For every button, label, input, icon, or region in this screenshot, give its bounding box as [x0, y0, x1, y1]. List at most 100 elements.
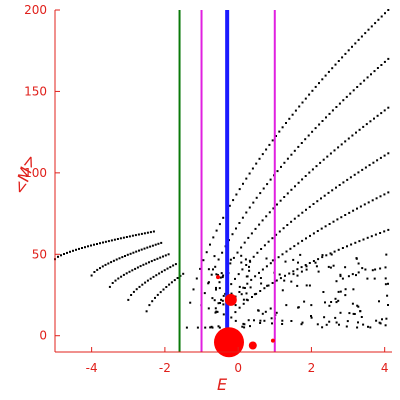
data-point: [297, 306, 300, 309]
data-point: [316, 323, 319, 326]
data-point: [154, 243, 157, 246]
data-point: [159, 256, 162, 259]
data-point: [154, 296, 156, 299]
data-point: [215, 273, 218, 276]
data-point: [207, 281, 210, 284]
data-point: [351, 302, 354, 305]
data-point: [234, 311, 237, 314]
data-point: [380, 64, 383, 66]
data-point: [166, 267, 169, 270]
data-point: [311, 89, 314, 92]
data-point: [371, 269, 374, 272]
data-point: [258, 157, 261, 160]
data-point: [140, 232, 143, 235]
data-point: [344, 52, 347, 55]
data-point: [107, 240, 110, 243]
data-point: [387, 57, 390, 60]
data-point: [271, 322, 273, 325]
data-point: [263, 287, 266, 290]
data-point: [383, 193, 386, 196]
marker-blob: [270, 338, 275, 343]
data-point: [341, 56, 344, 59]
x-tick-label: -4: [86, 361, 98, 375]
data-point: [300, 323, 303, 326]
data-point: [375, 319, 378, 322]
data-point: [253, 293, 256, 296]
data-point: [214, 311, 217, 314]
data-point: [254, 275, 257, 278]
data-point: [261, 312, 264, 315]
data-point: [325, 254, 328, 257]
data-point: [205, 251, 208, 254]
data-point: [284, 260, 287, 263]
data-point: [267, 284, 270, 287]
data-point: [221, 251, 224, 254]
data-point: [272, 207, 275, 210]
data-point: [237, 273, 240, 276]
data-point: [376, 159, 379, 162]
data-point: [140, 248, 143, 251]
data-point: [230, 316, 233, 319]
data-point: [240, 293, 243, 296]
data-point: [131, 234, 134, 237]
data-point: [151, 300, 154, 303]
data-point: [278, 273, 281, 276]
data-point: [259, 319, 262, 322]
data-point: [330, 253, 333, 256]
data-point: [146, 231, 149, 234]
data-point: [281, 323, 284, 325]
data-point: [366, 76, 369, 79]
data-point: [346, 178, 349, 181]
data-point: [262, 187, 265, 190]
data-point: [218, 287, 221, 290]
data-point: [235, 193, 238, 196]
data-point: [341, 277, 344, 280]
data-point: [352, 209, 355, 212]
data-point: [96, 268, 99, 271]
data-point: [281, 289, 284, 292]
data-point: [196, 326, 199, 329]
data-point: [211, 297, 214, 300]
data-point: [242, 298, 245, 301]
data-point: [318, 82, 320, 85]
data-point: [379, 267, 382, 270]
data-point: [204, 326, 207, 329]
data-point: [271, 139, 274, 142]
data-point: [347, 275, 350, 278]
data-point: [304, 264, 307, 266]
data-point: [281, 319, 284, 322]
data-point: [159, 291, 162, 294]
data-point: [230, 283, 233, 286]
data-point: [156, 257, 159, 260]
vertical-lines-layer: [178, 10, 276, 352]
data-point: [308, 284, 311, 287]
data-point: [122, 236, 125, 239]
data-point: [259, 277, 262, 279]
data-point: [210, 273, 213, 276]
data-point: [316, 230, 319, 232]
data-point: [269, 307, 272, 310]
data-point: [131, 269, 134, 272]
data-point: [240, 254, 243, 257]
data-point: [241, 268, 244, 271]
data-point: [148, 304, 151, 307]
data-point: [304, 175, 307, 177]
data-point: [199, 267, 202, 270]
data-point: [128, 235, 131, 238]
data-point: [367, 28, 370, 31]
data-point: [362, 238, 365, 241]
data-point: [271, 282, 274, 284]
data-point: [146, 279, 149, 282]
data-point: [244, 258, 247, 261]
data-point: [283, 279, 286, 282]
data-point: [243, 241, 246, 244]
data-point: [335, 321, 338, 324]
data-point: [242, 182, 244, 185]
data-point: [265, 257, 268, 260]
data-point: [255, 292, 258, 295]
data-point: [316, 200, 319, 203]
data-point: [261, 219, 264, 222]
data-point: [66, 251, 68, 254]
data-point: [387, 304, 389, 306]
data-point: [241, 216, 244, 219]
